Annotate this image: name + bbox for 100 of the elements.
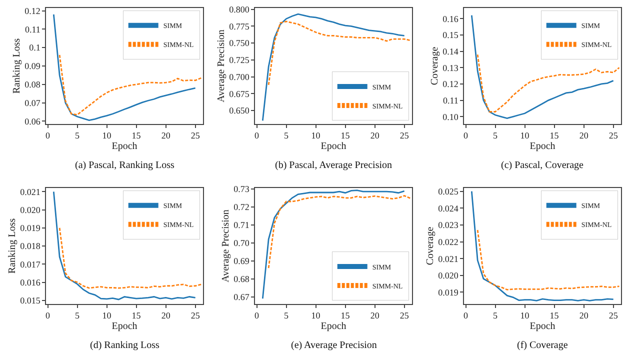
y-tick-label: 0.700 (229, 72, 250, 82)
y-tick-label: 0.021 (20, 186, 40, 197)
y-tick-label: 0.06 (24, 116, 41, 126)
y-tick-label: 0.16 (442, 14, 459, 24)
y-tick-label: 0.650 (229, 106, 250, 116)
x-tick-label: 10 (311, 310, 321, 321)
text: (e) Average Precision (291, 340, 377, 351)
line-series (268, 20, 411, 86)
x-tick-label: 20 (161, 310, 171, 321)
line-series (58, 227, 202, 289)
y-tick-label: 0.019 (20, 223, 41, 234)
x-tick-label: 15 (340, 310, 350, 321)
y-tick-label: 0.017 (20, 259, 41, 270)
y-tick-label: 0.08 (24, 80, 41, 90)
x-tick-label: 25 (400, 310, 410, 321)
x-tick-label: 25 (400, 130, 410, 141)
x-tick-label: 0 (464, 310, 469, 321)
x-tick-label: 10 (102, 130, 112, 141)
x-tick-label: 5 (284, 310, 290, 321)
y-tick-label: 0.020 (20, 204, 41, 215)
x-tick-label: 5 (493, 310, 498, 321)
x-tick-label: 25 (608, 310, 618, 321)
text: (d) Ranking Loss (90, 340, 160, 351)
y-tick-label: 0.12 (24, 6, 40, 16)
y-axis-title: Ranking Loss (7, 218, 18, 274)
line-series (476, 54, 620, 112)
x-tick-label: 0 (46, 310, 51, 321)
y-axis-title: Coverage (430, 46, 441, 86)
y-tick-label: 0.725 (229, 55, 250, 66)
y-tick-label: 0.019 (438, 287, 459, 298)
x-tick-label: 25 (608, 130, 618, 141)
line-series (58, 54, 202, 116)
x-tick-label: 5 (493, 130, 498, 141)
y-tick-label: 0.15 (442, 30, 459, 40)
y-axis-title: Ranking Loss (12, 38, 23, 94)
text: (c) Pascal, Coverage (501, 160, 584, 171)
line-series (268, 195, 411, 269)
y-tick-label: 0.69 (234, 256, 250, 266)
x-tick-label: 20 (370, 130, 380, 141)
y-axis-title: Average Precision (220, 210, 232, 282)
x-tick-label: 20 (161, 130, 171, 141)
x-tick-label: 0 (46, 130, 51, 141)
y-tick-label: 0.016 (20, 277, 41, 288)
x-tick-label: 20 (579, 310, 589, 321)
x-axis-title: Epoch (320, 321, 346, 332)
x-tick-label: 0 (254, 130, 260, 141)
x-tick-label: 25 (190, 310, 200, 321)
x-tick-label: 10 (102, 310, 112, 321)
line-series (262, 13, 406, 122)
y-tick-label: 0.750 (229, 38, 250, 48)
x-tick-label: 15 (132, 130, 142, 141)
x-tick-label: 15 (132, 310, 142, 321)
x-tick-label: 5 (75, 130, 80, 141)
y-tick-label: 0.11 (442, 95, 458, 106)
y-tick-label: 0.1 (29, 42, 40, 53)
y-axis-title: Coverage (425, 226, 436, 266)
text: (a) Pascal, Ranking Loss (75, 160, 175, 171)
x-tick-label: 20 (370, 310, 380, 321)
y-tick-label: 0.024 (438, 203, 459, 214)
x-axis-title: Epoch (112, 141, 138, 152)
y-tick-label: 0.675 (229, 88, 250, 99)
y-tick-label: 0.68 (234, 274, 250, 284)
x-tick-label: 25 (190, 130, 200, 141)
y-tick-label: 0.775 (229, 21, 250, 32)
text: (b) Pascal, Average Precision (275, 160, 392, 171)
y-tick-label: 0.022 (438, 236, 458, 247)
y-tick-label: 0.07 (24, 98, 41, 108)
y-tick-label: 0.800 (229, 4, 250, 14)
x-axis-title: Epoch (112, 321, 138, 332)
y-tick-label: 0.015 (20, 296, 41, 306)
line-series (476, 229, 620, 290)
line-series (470, 14, 614, 119)
line-series (262, 190, 406, 300)
y-tick-label: 0.025 (438, 186, 459, 197)
x-axis-title: Epoch (530, 321, 556, 332)
x-axis-title: Epoch (530, 141, 556, 152)
x-tick-label: 20 (579, 130, 589, 141)
y-tick-label: 0.71 (234, 220, 250, 230)
x-axis-title: Epoch (320, 141, 346, 152)
y-tick-label: 0.67 (234, 292, 250, 302)
line-series (52, 190, 196, 300)
x-tick-label: 10 (311, 130, 321, 141)
y-tick-label: 0.12 (442, 79, 458, 90)
y-tick-label: 0.10 (442, 112, 459, 122)
y-tick-label: 0.023 (438, 220, 459, 230)
x-tick-label: 5 (284, 130, 290, 141)
y-tick-label: 0.14 (442, 46, 459, 56)
y-tick-label: 0.018 (20, 241, 41, 252)
x-tick-label: 15 (340, 130, 350, 141)
y-tick-label: 0.70 (234, 238, 250, 248)
y-tick-label: 0.11 (24, 24, 40, 34)
x-tick-label: 0 (254, 310, 260, 321)
text: (f) Coverage (517, 340, 568, 351)
y-tick-label: 0.09 (24, 61, 41, 72)
line-series (470, 190, 614, 302)
y-tick-label: 0.72 (234, 202, 250, 212)
y-tick-label: 0.020 (438, 270, 459, 281)
y-tick-label: 0.13 (442, 62, 459, 73)
x-tick-label: 15 (550, 130, 560, 141)
x-tick-label: 10 (520, 310, 530, 321)
